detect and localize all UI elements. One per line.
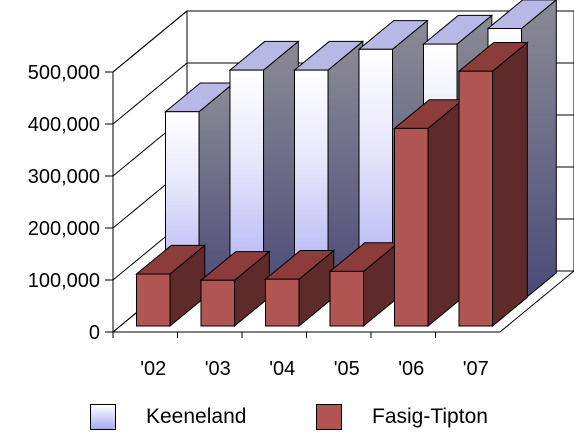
fasig-tipton-bar [457,41,529,328]
bar-front [200,279,236,327]
bar-chart: 0 100,000 200,000 300,000 400,000 500,000 '02… [28,0,574,380]
fasig-tipton-bar [393,98,465,328]
bar-front [264,278,300,327]
legend-swatch-keeneland [90,404,116,430]
x-tick-label: '04 [269,358,295,380]
y-axis-ticks: 0 100,000 200,000 300,000 400,000 500,000 [28,62,113,344]
bar-side [427,98,464,328]
bar-front [329,270,365,327]
fasig-tipton-bar [264,249,336,328]
x-tick-label: '06 [398,358,424,380]
legend-item-fasig-tipton: Fasig-Tipton [316,404,488,430]
y-tick-label: 0 [89,322,100,344]
x-tick-label: '03 [205,358,231,380]
bar-side [492,41,528,328]
y-tick-label: 200,000 [28,218,100,240]
legend-label-keeneland: Keeneland [146,405,247,428]
legend-item-keeneland: Keeneland [90,404,246,430]
gridline [112,10,574,73]
legend: Keeneland Fasig-Tipton [0,404,574,434]
y-tick-label: 100,000 [28,270,100,292]
bar-front [135,273,171,327]
bar-front [458,70,494,327]
x-tick-label: '02 [140,358,166,380]
x-tick-label: '05 [334,358,360,380]
y-tick-label: 500,000 [28,62,100,84]
bar-front [393,127,429,327]
x-tick-label: '07 [463,358,489,380]
keeneland-bar [228,40,300,303]
x-axis-labels: '02 '03 '04 '05 '06 '07 [112,332,489,380]
legend-swatch-fasig-tipton [316,404,342,430]
fasig-tipton-series [135,41,529,328]
fasig-tipton-bar [328,241,400,328]
legend-label-fasig-tipton: Fasig-Tipton [372,405,488,428]
y-tick-label: 300,000 [28,166,100,188]
fasig-tipton-bar [199,250,271,328]
y-tick-label: 400,000 [28,114,100,136]
fasig-tipton-bar [135,244,207,328]
